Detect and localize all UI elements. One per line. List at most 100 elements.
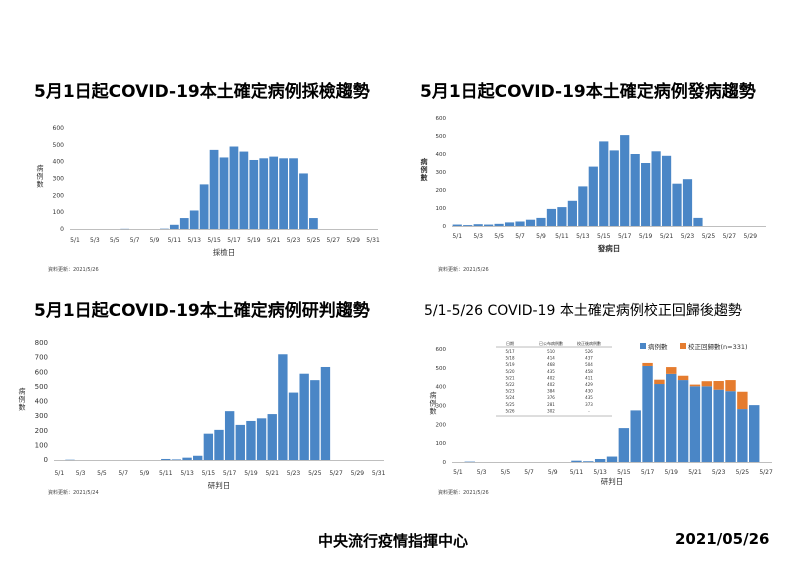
table-row: 5/25 281 373 [506, 402, 594, 407]
bar [309, 218, 318, 229]
table-row: 5/18 414 437 [506, 356, 594, 361]
svg-text:5/20: 5/20 [506, 369, 515, 374]
x-tick-label: 5/29 [744, 233, 758, 240]
bar [677, 380, 689, 462]
chart-onset: 0 100 200 300 400 500 600 病例數 5/1 5/3 5/5 5/7 5/9 5/1… [421, 116, 766, 253]
svg-text:例: 例 [421, 165, 428, 174]
svg-text:5/25: 5/25 [506, 402, 515, 407]
x-tick-label: 5/7 [515, 233, 525, 240]
y-axis-label: 病例數 [37, 164, 44, 189]
svg-text:526: 526 [585, 349, 593, 354]
panel-diagnosis-trend: 5月1日起COVID-19本土確定病例研判趨勢 0 100 200 300 400 500… [0, 283, 400, 566]
bar [713, 381, 724, 390]
bar [661, 155, 672, 226]
x-tick-label: 5/23 [681, 233, 695, 240]
bar [594, 458, 606, 462]
bar [725, 391, 736, 462]
x-tick-label: 5/31 [366, 237, 380, 244]
x-tick-label: 5/15 [597, 233, 611, 240]
svg-text:504: 504 [585, 362, 593, 367]
x-tick-label: 5/1 [453, 469, 463, 476]
bar [701, 381, 713, 387]
bar [494, 223, 504, 226]
bar [239, 151, 249, 229]
bar [320, 366, 331, 460]
y-tick-label: 800 [35, 339, 48, 347]
y-tick-label: 400 [436, 385, 447, 391]
y-tick-label: 100 [436, 206, 447, 212]
bar [725, 380, 736, 392]
adjusted-table: 日期 已公布病例數 校正後病例數 5/17 510 526 5/18 414 437 5/19 46… [496, 340, 612, 417]
svg-text:376: 376 [547, 395, 555, 400]
bar [214, 429, 224, 460]
bar [199, 184, 209, 229]
svg-text:402: 402 [547, 375, 555, 380]
bar [299, 173, 308, 229]
panel-adjusted-trend: 5/1-5/26 COVID-19 本土確定病例校正回歸後趨勢 0 100 200 3… [400, 283, 800, 566]
bar [536, 217, 546, 226]
chart-title: 5/1-5/26 COVID-19 本土確定病例校正回歸後趨勢 [424, 303, 742, 319]
table-header: 已公布病例數 [539, 340, 563, 346]
bar [642, 365, 653, 462]
x-tick-label: 5/3 [477, 469, 487, 476]
bar [588, 166, 598, 226]
table-row: 5/19 468 504 [506, 362, 594, 367]
table-row: 5/20 435 458 [506, 369, 594, 374]
panel-sampling-trend: 5月1日起COVID-19本土確定病例採檢趨勢 0 100 200 300 400 500… [0, 0, 400, 283]
bar [583, 461, 594, 462]
bar [473, 224, 483, 226]
x-tick-label: 5/1 [54, 470, 64, 477]
bar [701, 386, 713, 462]
svg-text:384: 384 [547, 389, 555, 394]
data-update-note: 資料更新：2021/5/24 [48, 490, 99, 496]
x-tick-label: 5/5 [494, 233, 504, 240]
bar [463, 225, 473, 226]
chart-title: 5月1日起COVID-19本土確定病例發病趨勢 [420, 82, 756, 102]
svg-text:病: 病 [19, 387, 26, 396]
svg-text:-: - [588, 408, 590, 413]
bar [618, 428, 630, 462]
y-tick-label: 500 [436, 366, 447, 372]
bar [557, 207, 567, 226]
footer-date: 2021/05/26 [675, 530, 770, 548]
y-tick-label: 400 [53, 159, 65, 166]
x-tick-label: 5/27 [759, 469, 773, 476]
y-tick-label: 600 [35, 368, 48, 376]
y-tick-label: 600 [436, 347, 447, 353]
bar [609, 150, 619, 226]
x-tick-label: 5/17 [227, 237, 241, 244]
svg-text:病: 病 [430, 391, 437, 400]
y-tick-label: 100 [436, 441, 447, 447]
x-tick-label: 5/25 [307, 237, 321, 244]
x-tick-label: 5/25 [736, 469, 750, 476]
x-tick-label: 5/15 [617, 469, 631, 476]
bar [256, 418, 267, 460]
svg-text:510: 510 [547, 349, 555, 354]
bar [189, 210, 199, 229]
bar [160, 228, 169, 230]
x-tick-label: 5/15 [207, 237, 221, 244]
x-tick-label: 5/7 [524, 469, 534, 476]
x-tick-label: 5/27 [327, 237, 341, 244]
y-tick-label: 300 [53, 176, 65, 183]
svg-text:5/18: 5/18 [506, 356, 515, 361]
bar [259, 158, 269, 229]
x-tick-label: 5/1 [452, 233, 462, 240]
bar [193, 455, 203, 460]
svg-text:數: 數 [430, 407, 437, 416]
bar [689, 386, 701, 462]
y-tick-label: 600 [436, 116, 447, 122]
bar [571, 460, 582, 462]
svg-text:5/17: 5/17 [506, 349, 515, 354]
bar [224, 411, 235, 460]
y-tick-label: 0 [60, 226, 64, 233]
x-tick-label: 5/5 [110, 237, 120, 244]
x-tick-label: 5/7 [130, 237, 140, 244]
bar [235, 424, 245, 460]
bar [246, 420, 256, 460]
x-tick-label: 5/13 [576, 233, 590, 240]
chart-sampling: 0 100 200 300 400 500 600 病例數 5/1 5/3 5/5 5/7 5/9 5/1… [37, 125, 380, 257]
bar [642, 362, 653, 366]
y-axis-label: 病例數 [430, 391, 437, 416]
bar [737, 409, 748, 462]
